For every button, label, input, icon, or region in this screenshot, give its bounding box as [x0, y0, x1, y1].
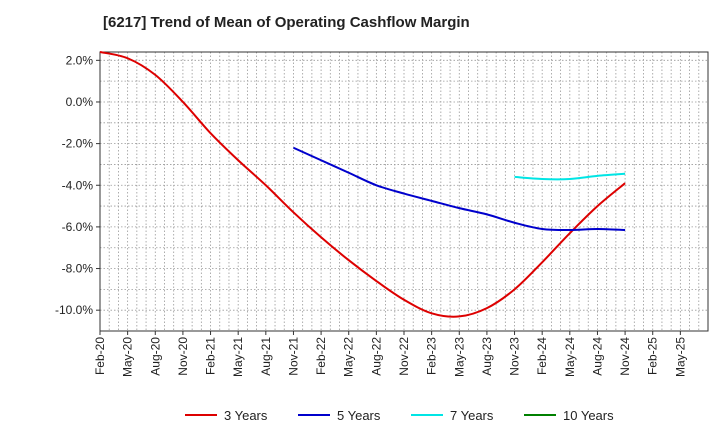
y-tick-label: -2.0%	[62, 137, 94, 151]
x-tick-label: May-24	[563, 337, 577, 377]
x-tick-label: Nov-21	[286, 337, 300, 376]
x-tick-label: Nov-23	[508, 337, 522, 376]
x-tick-label: Feb-24	[535, 337, 549, 375]
x-tick-label: Feb-25	[646, 337, 660, 375]
x-tick-label: May-22	[342, 337, 356, 377]
x-tick-label: Nov-20	[176, 337, 190, 376]
y-tick-label: -10.0%	[55, 303, 93, 317]
y-tick-label: 0.0%	[66, 95, 94, 109]
legend-label: 10 Years	[563, 408, 614, 423]
x-tick-label: Nov-22	[397, 337, 411, 376]
x-tick-label: May-25	[673, 337, 687, 377]
series-line-5-years	[293, 146, 626, 232]
x-tick-label: May-20	[121, 337, 135, 377]
series-line-7-years	[514, 172, 626, 181]
y-tick-label: -8.0%	[62, 262, 94, 276]
x-tick-label: Aug-20	[148, 337, 162, 376]
x-tick-label: Feb-21	[204, 337, 218, 375]
x-tick-label: Aug-24	[590, 337, 604, 376]
x-tick-label: Aug-23	[480, 337, 494, 376]
y-tick-label: -4.0%	[62, 178, 94, 192]
y-tick-label: 2.0%	[66, 53, 94, 67]
x-tick-label: Feb-23	[425, 337, 439, 375]
x-tick-label: Nov-24	[618, 337, 632, 376]
y-tick-label: -6.0%	[62, 220, 94, 234]
series-line-3-years	[99, 51, 626, 318]
x-tick-label: May-23	[452, 337, 466, 377]
x-tick-label: Feb-20	[93, 337, 107, 375]
x-tick-label: Aug-21	[259, 337, 273, 376]
x-tick-label: Aug-22	[369, 337, 383, 376]
legend-label: 3 Years	[224, 408, 268, 423]
x-tick-label: Feb-22	[314, 337, 328, 375]
legend-label: 5 Years	[337, 408, 381, 423]
legend-label: 7 Years	[450, 408, 494, 423]
chart-title: [6217] Trend of Mean of Operating Cashfl…	[103, 14, 470, 31]
x-tick-label: May-21	[231, 337, 245, 377]
